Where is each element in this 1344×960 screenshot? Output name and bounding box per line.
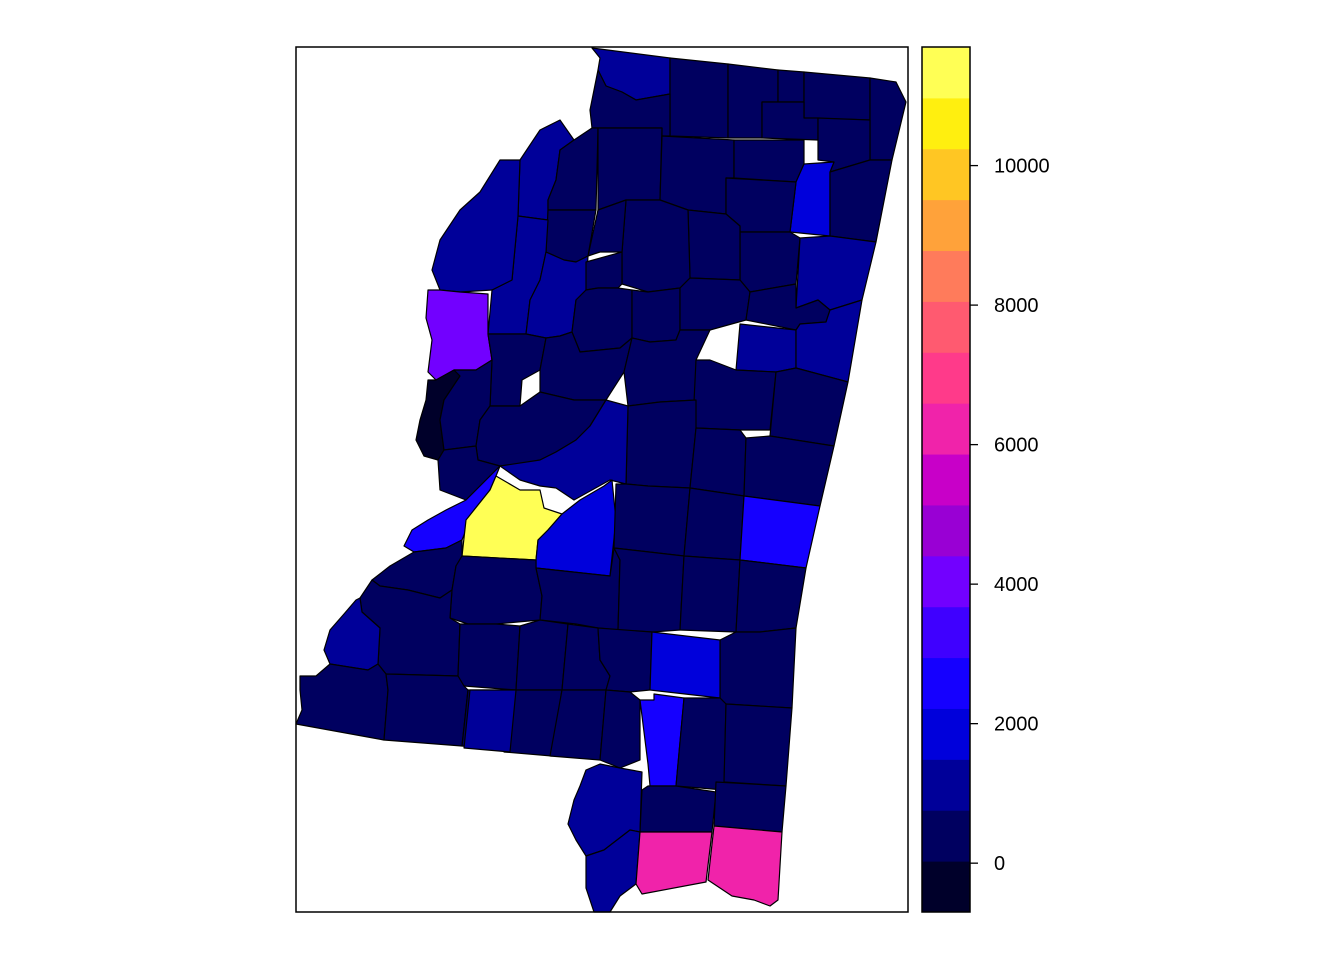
color-legend-band xyxy=(922,861,970,913)
county-r55 xyxy=(449,555,543,625)
color-legend-band xyxy=(922,657,970,709)
county-r30 xyxy=(679,277,751,331)
color-legend-band xyxy=(922,352,970,404)
county-r80 xyxy=(713,781,787,833)
county-r16 xyxy=(829,159,893,243)
county-r52 xyxy=(683,487,745,561)
color-legend-frame xyxy=(921,46,971,913)
county-r4 xyxy=(777,69,805,103)
county-map xyxy=(295,46,909,913)
county-r43 xyxy=(625,399,697,489)
county-r81 xyxy=(585,829,641,913)
county-r74 xyxy=(599,689,641,769)
county-r61 xyxy=(457,623,521,691)
county-r44 xyxy=(499,399,629,501)
color-legend-ticks: 0 2000 4000 6000 8000 10000 xyxy=(970,156,1050,875)
color-legend-band xyxy=(922,810,970,862)
county-r21 xyxy=(621,199,691,293)
color-legend-tick-label: 6000 xyxy=(994,435,1039,457)
county-r67 xyxy=(295,663,389,741)
color-legend-tick-label: 8000 xyxy=(994,295,1039,317)
color-legend-band xyxy=(922,555,970,608)
color-legend-band xyxy=(922,403,970,455)
county-r23 xyxy=(545,209,597,263)
county-r76 xyxy=(675,697,727,791)
county-r82 xyxy=(635,831,713,895)
county-r29 xyxy=(631,287,681,343)
color-legend-tick-label: 0 xyxy=(994,853,1005,875)
color-legend: 0 2000 4000 6000 8000 10000 xyxy=(921,46,1050,913)
county-r58 xyxy=(679,555,741,633)
color-legend-bands xyxy=(922,47,970,913)
county-r83 xyxy=(707,825,783,907)
color-legend-band xyxy=(922,301,970,353)
county-r66 xyxy=(719,627,797,709)
color-legend-tick-label: 10000 xyxy=(994,156,1050,178)
county-r20 xyxy=(687,209,741,281)
color-legend-tick-label: 4000 xyxy=(994,574,1039,596)
county-r42 xyxy=(769,367,849,447)
color-legend-band xyxy=(922,97,970,150)
county-r10 xyxy=(597,127,663,211)
county-r11 xyxy=(659,135,735,215)
color-legend-band xyxy=(922,199,970,252)
county-r57 xyxy=(613,547,685,633)
map-frame xyxy=(295,46,909,913)
county-r72 xyxy=(463,689,517,753)
county-r79 xyxy=(639,785,717,833)
county-r19 xyxy=(739,231,801,293)
color-legend-band xyxy=(922,708,970,760)
color-legend-tick-label: 2000 xyxy=(994,714,1039,736)
color-legend-band xyxy=(922,606,970,659)
county-r51 xyxy=(613,483,691,557)
county-r68 xyxy=(649,631,721,699)
county-r32 xyxy=(735,323,797,373)
county-r17 xyxy=(795,235,877,311)
county-r6 xyxy=(869,77,907,161)
county-r27 xyxy=(585,251,623,291)
county-r45 xyxy=(689,427,747,497)
county-r12 xyxy=(733,139,805,183)
county-r63 xyxy=(515,619,569,691)
color-legend-band xyxy=(922,148,970,201)
county-r28 xyxy=(571,287,633,353)
color-legend-band xyxy=(922,759,970,811)
county-r2 xyxy=(669,57,729,139)
county-r5 xyxy=(803,71,871,121)
county-r46 xyxy=(743,435,835,507)
county-r59 xyxy=(735,559,807,633)
color-legend-band xyxy=(922,504,970,557)
county-r77 xyxy=(723,703,793,787)
county-r69 xyxy=(383,673,469,747)
county-r54 xyxy=(739,495,821,569)
color-legend-band xyxy=(922,47,970,99)
color-legend-band xyxy=(922,454,970,506)
color-legend-band xyxy=(922,250,970,302)
county-r25 xyxy=(431,159,521,293)
